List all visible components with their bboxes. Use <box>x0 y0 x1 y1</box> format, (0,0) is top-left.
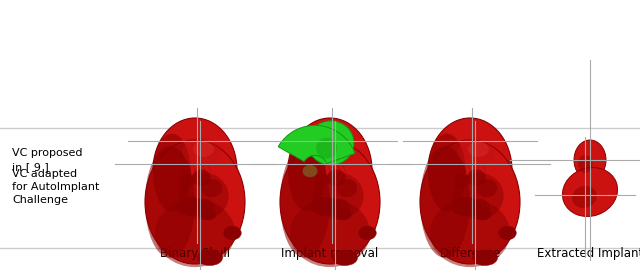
Ellipse shape <box>330 199 350 218</box>
Ellipse shape <box>468 141 489 157</box>
Ellipse shape <box>316 138 337 158</box>
Wedge shape <box>278 125 355 164</box>
Text: Binary Skull: Binary Skull <box>160 247 230 260</box>
Ellipse shape <box>280 140 380 264</box>
Ellipse shape <box>317 137 355 166</box>
Ellipse shape <box>327 170 346 186</box>
Ellipse shape <box>454 173 469 188</box>
Ellipse shape <box>290 199 370 267</box>
Ellipse shape <box>199 208 216 220</box>
Ellipse shape <box>308 121 354 165</box>
Ellipse shape <box>145 146 195 258</box>
Ellipse shape <box>474 208 491 220</box>
Text: Implant removal: Implant removal <box>282 247 379 260</box>
Ellipse shape <box>420 146 470 258</box>
Text: Extracted Implant: Extracted Implant <box>537 247 640 260</box>
Text: VC adapted
for AutoImplant
Challenge: VC adapted for AutoImplant Challenge <box>12 169 99 205</box>
Ellipse shape <box>359 226 376 240</box>
Ellipse shape <box>574 140 606 180</box>
Ellipse shape <box>328 141 349 157</box>
Ellipse shape <box>428 118 512 222</box>
Ellipse shape <box>476 179 497 197</box>
Text: VC proposed
in [ 9 ]: VC proposed in [ 9 ] <box>12 148 83 172</box>
Ellipse shape <box>176 197 205 215</box>
Ellipse shape <box>288 134 326 212</box>
Ellipse shape <box>280 146 330 258</box>
Ellipse shape <box>182 137 220 166</box>
Ellipse shape <box>153 134 191 212</box>
Ellipse shape <box>472 250 497 266</box>
Ellipse shape <box>198 250 223 266</box>
Ellipse shape <box>470 199 490 218</box>
Text: Difference: Difference <box>440 247 500 260</box>
Ellipse shape <box>224 226 241 240</box>
Ellipse shape <box>499 226 516 240</box>
Ellipse shape <box>578 155 593 173</box>
Ellipse shape <box>303 165 317 177</box>
Ellipse shape <box>453 173 504 220</box>
Ellipse shape <box>428 134 466 212</box>
Ellipse shape <box>153 118 237 222</box>
Ellipse shape <box>288 118 372 222</box>
Ellipse shape <box>195 199 215 218</box>
Ellipse shape <box>179 173 194 188</box>
Ellipse shape <box>430 199 510 267</box>
Ellipse shape <box>193 141 214 157</box>
Ellipse shape <box>178 173 228 220</box>
Ellipse shape <box>458 137 495 166</box>
Ellipse shape <box>311 197 340 215</box>
Ellipse shape <box>155 199 235 267</box>
Ellipse shape <box>336 179 357 197</box>
Ellipse shape <box>145 140 245 264</box>
Ellipse shape <box>467 170 486 186</box>
Ellipse shape <box>333 250 358 266</box>
Ellipse shape <box>420 140 520 264</box>
Ellipse shape <box>451 197 481 215</box>
Ellipse shape <box>314 173 329 188</box>
Ellipse shape <box>572 186 597 208</box>
Ellipse shape <box>313 173 364 220</box>
Ellipse shape <box>202 179 222 197</box>
Ellipse shape <box>563 167 618 217</box>
Ellipse shape <box>192 170 211 186</box>
Ellipse shape <box>334 208 351 220</box>
